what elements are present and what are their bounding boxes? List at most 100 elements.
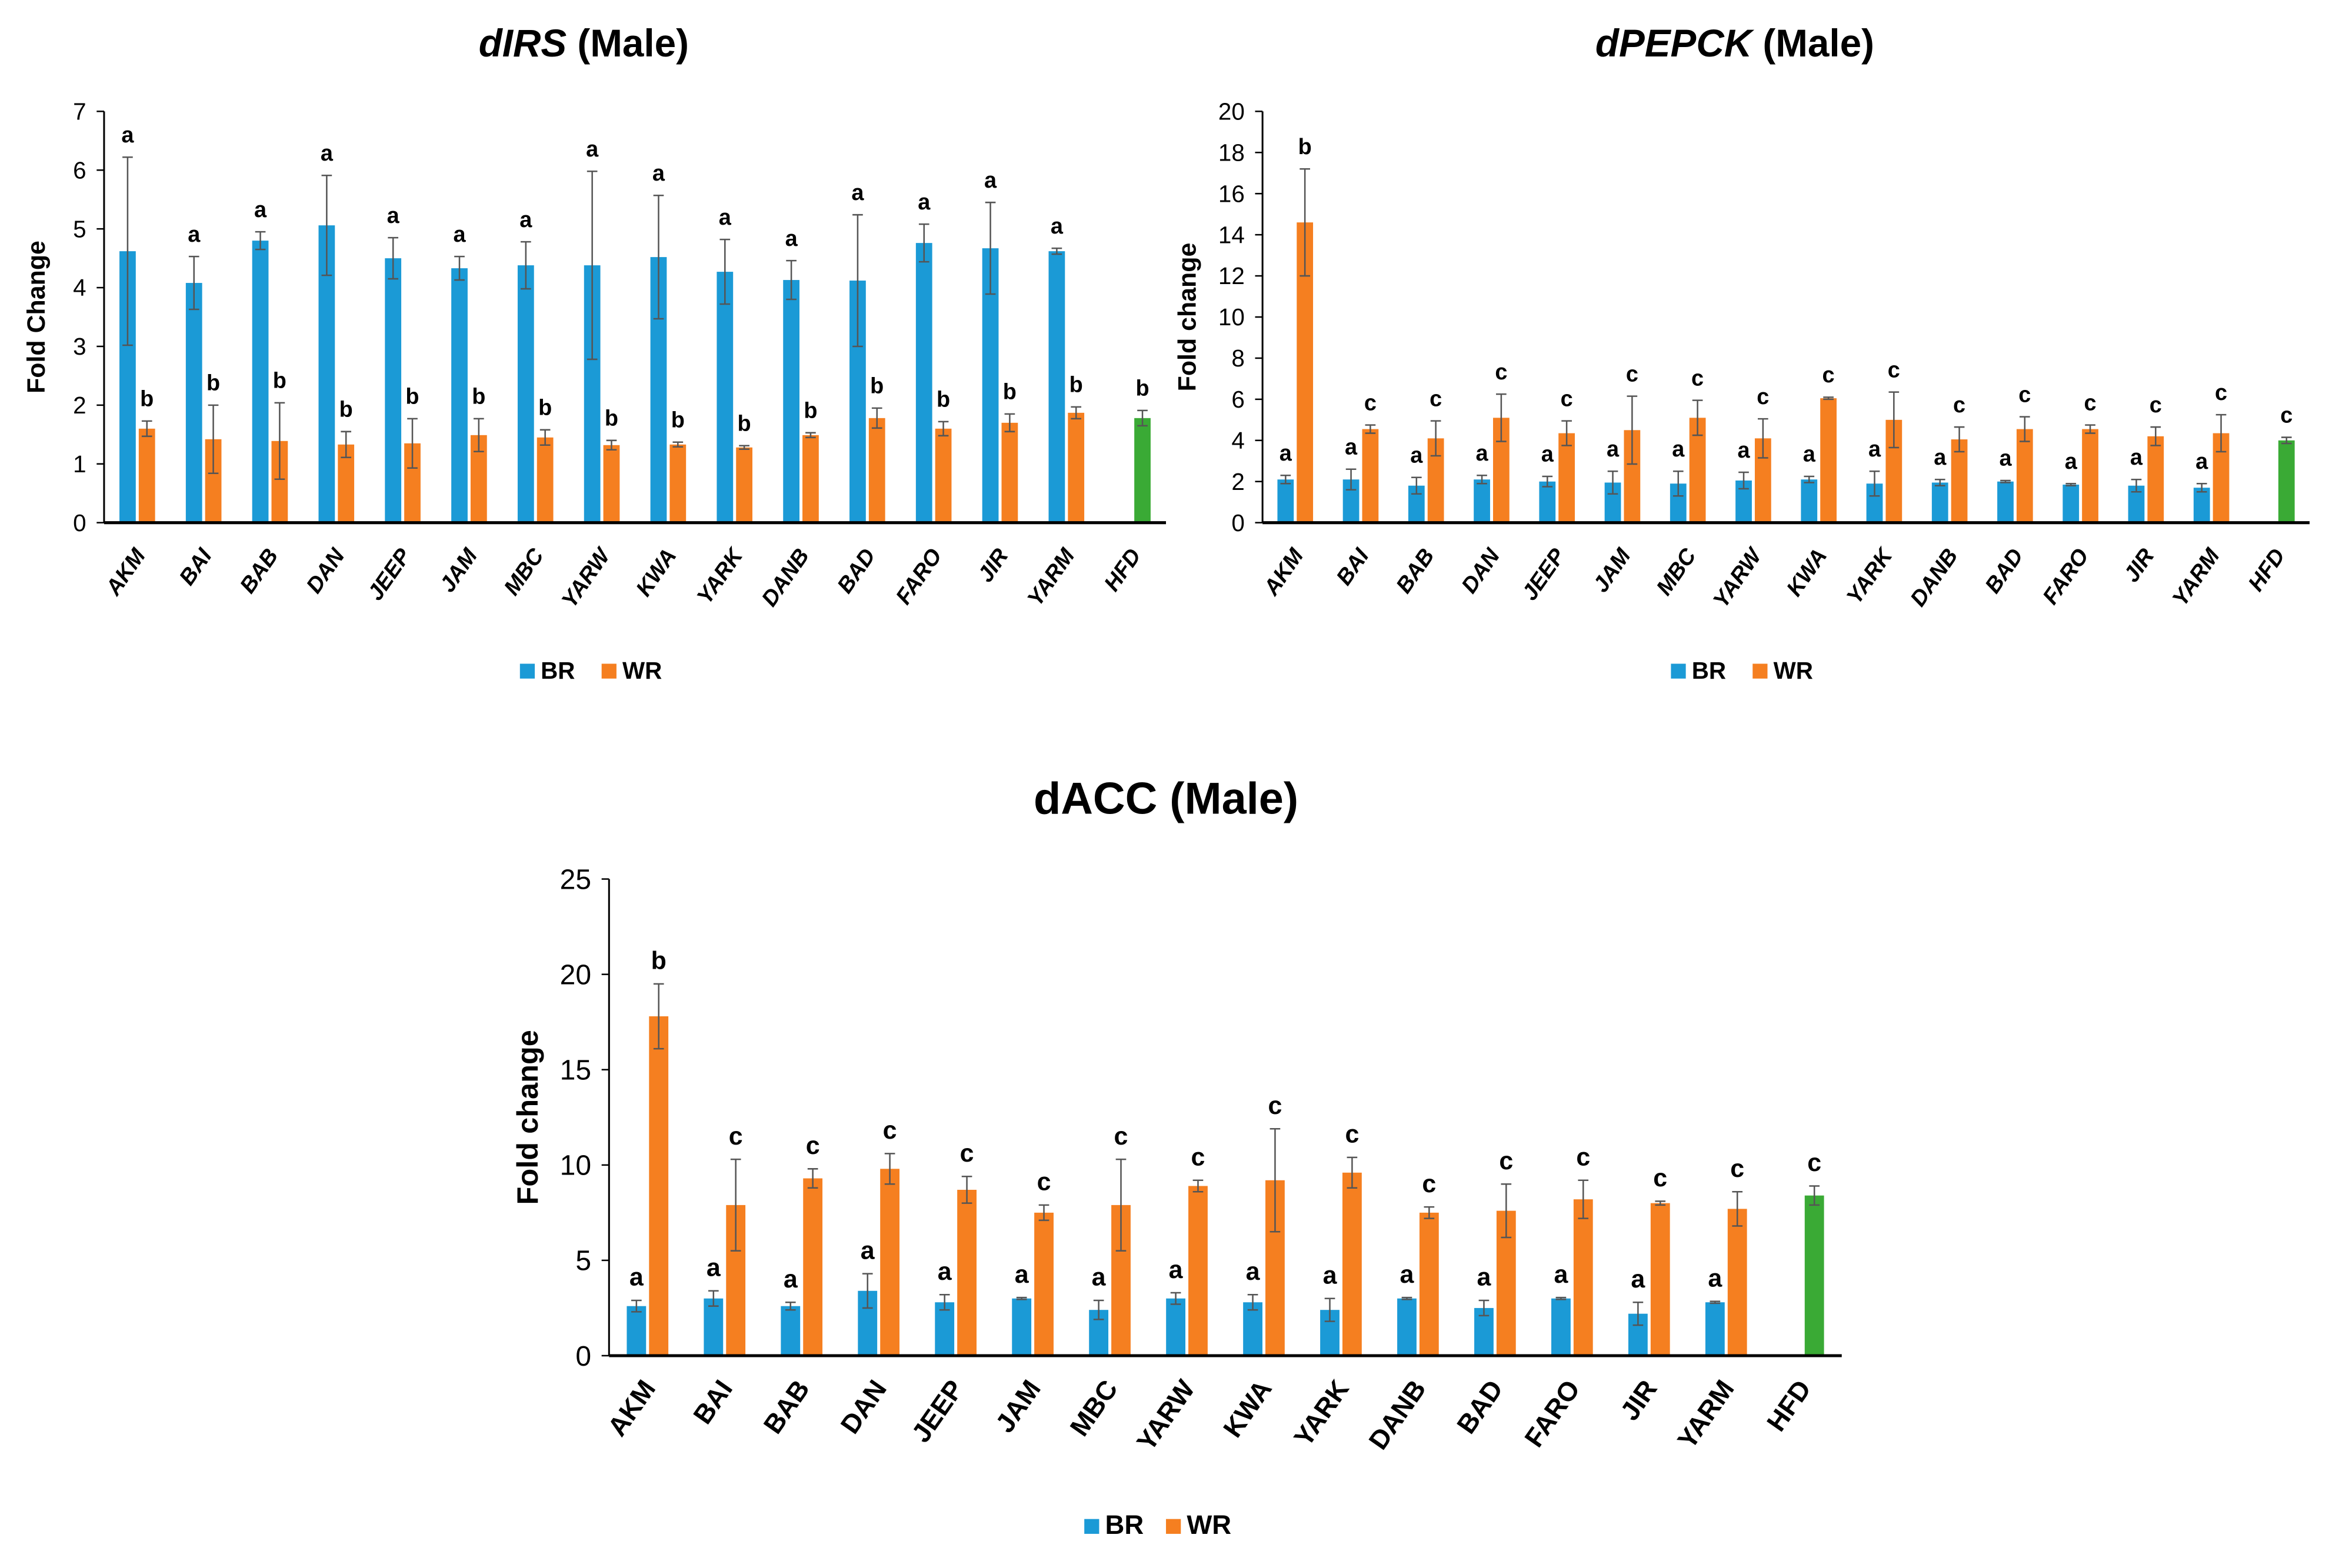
bar-wr-faro <box>2082 429 2098 523</box>
bar-br-yarm <box>1705 1302 1725 1356</box>
bar-wr-yarw <box>603 445 620 523</box>
x-tick-label: JAM <box>989 1374 1047 1438</box>
significance-letter: a <box>1015 1260 1029 1289</box>
y-tick-label: 16 <box>1218 180 1245 207</box>
bar-br-jeep <box>385 258 402 523</box>
x-tick-label: BAB <box>1391 544 1439 598</box>
bar-wr-yarw <box>1188 1186 1208 1356</box>
x-tick-label: BAI <box>687 1374 738 1429</box>
chart-title: dIRS (Male) <box>479 22 689 65</box>
significance-letter: c <box>2215 381 2227 405</box>
bar-wr-bad <box>868 418 885 523</box>
y-tick-label: 0 <box>73 509 86 536</box>
significance-letter: a <box>1345 435 1358 460</box>
significance-letter: b <box>804 399 817 423</box>
significance-letter: a <box>1092 1263 1107 1292</box>
significance-letter: c <box>883 1116 897 1145</box>
legend-label-wr: WR <box>622 657 662 684</box>
bar-wr-mbc <box>537 437 554 523</box>
x-tick-label: FARO <box>2038 544 2094 609</box>
x-tick-label: YARK <box>1842 543 1898 609</box>
bar-br-faro <box>915 243 932 523</box>
bar-wr-bad <box>2016 429 2033 523</box>
y-tick-label: 15 <box>560 1055 591 1086</box>
significance-letter: b <box>140 387 154 412</box>
significance-letter: b <box>937 388 950 412</box>
significance-letter: a <box>1999 446 2012 471</box>
significance-letter: c <box>1576 1143 1590 1172</box>
legend-label-br: BR <box>541 657 575 684</box>
significance-letter: a <box>2195 449 2208 474</box>
bar-wr-yark <box>736 447 752 523</box>
chart-title-text: (Male) <box>567 22 689 65</box>
chart-dirs: dIRS (Male) Fold Change 0 1 2 3 4 5 6 7 a b AKM a b BAI… <box>22 22 1167 684</box>
x-tick-label: DAN <box>302 544 350 598</box>
significance-letter: c <box>1807 1149 1821 1177</box>
x-tick-label: MBC <box>499 544 549 600</box>
y-tick-label: 0 <box>1231 509 1244 536</box>
y-tick-label: 7 <box>73 98 86 125</box>
x-tick-label: BAD <box>1980 544 2028 598</box>
significance-letter: c <box>1495 360 1507 385</box>
bar-br-bai <box>185 283 202 523</box>
bar-br-akm <box>627 1306 647 1356</box>
x-tick-label: MBC <box>1064 1374 1124 1442</box>
bar-wr-jir <box>1001 422 1018 523</box>
significance-letter: a <box>784 1265 798 1293</box>
significance-letter: c <box>1626 362 1638 386</box>
bar-br-danb <box>783 280 799 523</box>
x-tick-label: JEEP <box>906 1374 969 1447</box>
legend-swatch-wr <box>601 663 617 679</box>
legend-swatch-wr <box>1166 1519 1181 1534</box>
bar-wr-jir <box>2147 436 2164 523</box>
y-axis-label: Fold change <box>1174 243 1202 392</box>
significance-letter: b <box>1069 373 1083 398</box>
x-tick-label: BAD <box>1451 1374 1508 1439</box>
y-tick-label: 6 <box>1231 386 1244 413</box>
significance-letter: a <box>851 181 864 205</box>
x-tick-label: YARM <box>2168 543 2225 610</box>
significance-letter: c <box>1114 1122 1128 1150</box>
x-tick-label: YARW <box>557 543 617 613</box>
significance-letter: c <box>1268 1092 1282 1120</box>
x-tick-label: YARK <box>1288 1374 1355 1452</box>
bar-br-jeep <box>935 1302 955 1356</box>
x-tick-label: KWA <box>1782 544 1832 600</box>
x-tick-label: JAM <box>1588 543 1636 597</box>
y-tick-label: 2 <box>73 392 86 419</box>
bar-br-bai <box>704 1298 724 1356</box>
significance-letter: b <box>738 412 751 436</box>
x-tick-label: BAB <box>235 544 283 598</box>
bar-wr-faro <box>935 428 952 523</box>
significance-letter: b <box>472 385 485 409</box>
significance-letter: c <box>1430 386 1442 411</box>
bar-br-faro <box>1551 1298 1571 1356</box>
legend-swatch-br <box>519 663 535 679</box>
y-tick-label: 5 <box>73 215 86 242</box>
y-tick-label: 4 <box>73 274 86 301</box>
y-tick-label: 3 <box>73 333 86 360</box>
bar-br-danb <box>1931 482 1948 523</box>
significance-letter: a <box>1554 1260 1568 1289</box>
significance-letter: a <box>652 161 665 186</box>
x-tick-label: JIR <box>973 544 1014 587</box>
significance-letter: b <box>605 406 618 431</box>
significance-letter: c <box>1422 1170 1436 1198</box>
bar-br-yark <box>717 272 734 523</box>
bar-wr-akm <box>649 1016 669 1356</box>
x-tick-label: HFD <box>1761 1374 1817 1437</box>
significance-letter: a <box>1476 441 1489 466</box>
significance-letter: c <box>1730 1155 1744 1183</box>
bar-wr-yarm <box>1068 412 1085 523</box>
bar-br-mbc <box>517 265 534 523</box>
bar-br-kwa <box>1243 1302 1262 1356</box>
y-tick-label: 6 <box>73 156 86 184</box>
bar-br-faro <box>2063 484 2080 523</box>
significance-letter: a <box>453 222 466 247</box>
x-tick-label: BAD <box>832 544 880 598</box>
bar-wr-jeep <box>1558 433 1575 523</box>
x-tick-label: DANB <box>1363 1374 1432 1455</box>
bar-hfd-hfd <box>1134 418 1151 523</box>
y-tick-label: 4 <box>1231 427 1244 454</box>
